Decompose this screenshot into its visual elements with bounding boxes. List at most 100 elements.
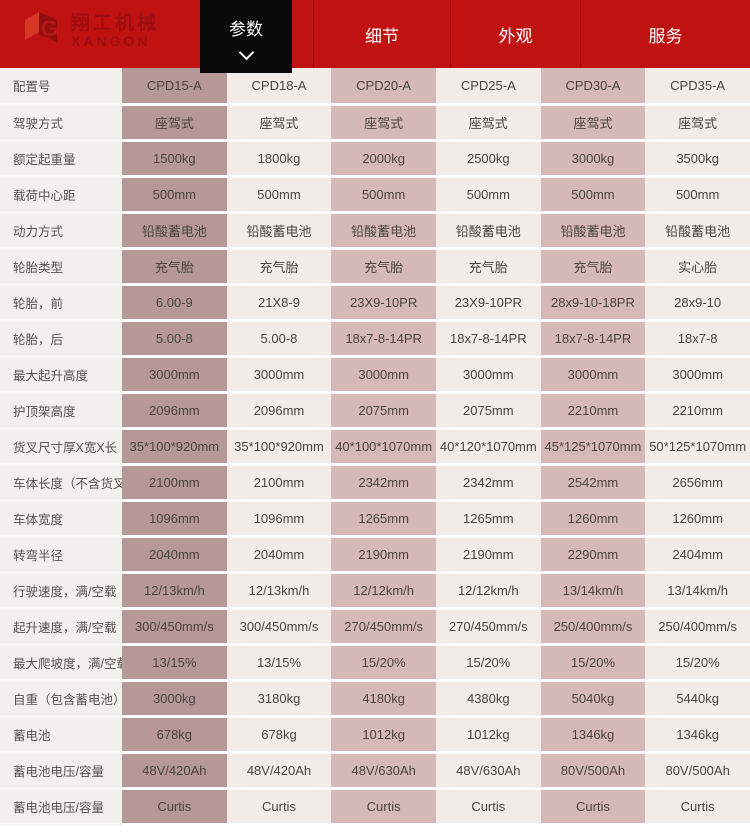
spec-cell: 2342mm — [435, 464, 541, 502]
spec-cell: Curtis — [540, 788, 646, 826]
spec-cell: 2100mm — [226, 464, 332, 502]
spec-cell: 3000mm — [122, 356, 227, 394]
spec-cell: 80V/500Ah — [645, 752, 750, 790]
spec-cell: 4380kg — [435, 680, 541, 718]
spec-cell: 2542mm — [540, 464, 646, 502]
spec-cell: 5440kg — [645, 680, 750, 718]
table-row: 车体宽度 1096mm 1096mm 1265mm 1265mm 1260mm 1260m… — [0, 500, 750, 538]
spec-cell: 270/450mm/s — [435, 608, 541, 646]
table-row: 自重（包含蓄电池） 3000kg 3180kg 4180kg 4380kg 5040kg… — [0, 680, 750, 718]
spec-cell: 2040mm — [226, 536, 332, 574]
spec-cell: 28x9-10 — [645, 284, 750, 322]
spec-cell: 23X9-10PR — [331, 284, 436, 322]
table-row: 蓄电池 678kg 678kg 1012kg 1012kg 1346kg 1346kg — [0, 716, 750, 754]
tab-appearance[interactable]: 外观 — [450, 0, 580, 68]
table-row: 配置号 CPD15-A CPD18-A CPD20-A CPD25-A CPD30-A C… — [0, 68, 750, 106]
spec-cell: 250/400mm/s — [645, 608, 750, 646]
spec-cell: 2040mm — [122, 536, 227, 574]
table-row: 动力方式 铅酸蓄电池 铅酸蓄电池 铅酸蓄电池 铅酸蓄电池 铅酸蓄电池 铅酸蓄电池 — [0, 212, 750, 250]
model-header-cell: CPD18-A — [226, 68, 332, 106]
spec-cell: 5040kg — [540, 680, 646, 718]
model-header-cell: CPD35-A — [645, 68, 750, 106]
table-row: 行驶速度，满/空载 12/13km/h 12/13km/h 12/12km/h 12/… — [0, 572, 750, 610]
table-row: 护顶架高度 2096mm 2096mm 2075mm 2075mm 2210mm 2210… — [0, 392, 750, 430]
spec-cell: 1346kg — [540, 716, 646, 754]
spec-cell: 21X8-9 — [226, 284, 332, 322]
spec-cell: 3000mm — [645, 356, 750, 394]
spec-cell: 500mm — [645, 176, 750, 214]
spec-cell: 300/450mm/s — [122, 608, 227, 646]
spec-cell: 座驾式 — [226, 104, 332, 142]
spec-cell: 充气胎 — [540, 248, 646, 286]
row-label: 最大爬坡度，满/空载 — [0, 644, 122, 682]
spec-cell: 2096mm — [226, 392, 332, 430]
spec-cell: 50*125*1070mm — [645, 428, 750, 466]
table-row: 最大起升高度 3000mm 3000mm 3000mm 3000mm 3000mm 300… — [0, 356, 750, 394]
spec-cell: 270/450mm/s — [331, 608, 436, 646]
spec-cell: 48V/420Ah — [226, 752, 332, 790]
tab-parameters-label: 参数 — [229, 20, 263, 39]
spec-cell: 2404mm — [645, 536, 750, 574]
spec-cell: 2075mm — [331, 392, 436, 430]
spec-cell: 5.00-8 — [226, 320, 332, 358]
svg-text:G: G — [41, 16, 58, 41]
tab-details-label: 细节 — [365, 26, 399, 46]
spec-cell: 1265mm — [435, 500, 541, 538]
spec-cell: 13/14km/h — [540, 572, 646, 610]
row-label: 车体长度（不含货叉） — [0, 464, 122, 502]
spec-cell: 1012kg — [331, 716, 436, 754]
spec-cell: 座驾式 — [435, 104, 541, 142]
spec-cell: 5.00-8 — [122, 320, 227, 358]
spec-cell: 座驾式 — [122, 104, 227, 142]
brand-logo: G 翔工机械 XANGON — [22, 8, 159, 54]
table-row: 最大爬坡度，满/空载 13/15% 13/15% 15/20% 15/20% 15/20… — [0, 644, 750, 682]
spec-cell: 1012kg — [435, 716, 541, 754]
spec-cell: 2656mm — [645, 464, 750, 502]
row-label: 配置号 — [0, 68, 122, 106]
spec-cell: 3000kg — [122, 680, 227, 718]
table-row: 货叉尺寸厚X宽X长 35*100*920mm 35*100*920mm 40*100… — [0, 428, 750, 466]
spec-cell: 13/15% — [226, 644, 332, 682]
spec-cell: 1260mm — [540, 500, 646, 538]
row-label: 护顶架高度 — [0, 392, 122, 430]
row-label: 动力方式 — [0, 212, 122, 250]
logo-cube-icon: G — [25, 12, 58, 42]
spec-cell: 铅酸蓄电池 — [331, 212, 436, 250]
chevron-down-icon — [238, 44, 254, 61]
spec-table: 配置号 CPD15-A CPD18-A CPD20-A CPD25-A CPD30-A C… — [0, 68, 750, 826]
row-label: 货叉尺寸厚X宽X长 — [0, 428, 122, 466]
spec-cell: 500mm — [540, 176, 646, 214]
spec-cell: 铅酸蓄电池 — [435, 212, 541, 250]
spec-cell: 48V/630Ah — [435, 752, 541, 790]
table-row: 轮胎，前 6.00-9 21X8-9 23X9-10PR 23X9-10PR 28x9-… — [0, 284, 750, 322]
spec-cell: 6.00-9 — [122, 284, 227, 322]
spec-cell: 1265mm — [331, 500, 436, 538]
table-row: 载荷中心距 500mm 500mm 500mm 500mm 500mm 500mm — [0, 176, 750, 214]
tab-service[interactable]: 服务 — [580, 0, 750, 68]
row-label: 起升速度，满/空载 — [0, 608, 122, 646]
tab-parameters[interactable]: 参数 — [200, 0, 292, 73]
spec-cell: 2096mm — [122, 392, 227, 430]
tab-details[interactable]: 细节 — [313, 0, 450, 68]
tab-service-label: 服务 — [648, 26, 683, 46]
spec-cell: 铅酸蓄电池 — [645, 212, 750, 250]
row-label: 轮胎，前 — [0, 284, 122, 322]
spec-cell: 35*100*920mm — [226, 428, 332, 466]
model-header-cell: CPD25-A — [435, 68, 541, 106]
spec-cell: 1346kg — [645, 716, 750, 754]
spec-cell: 18x7-8-14PR — [331, 320, 436, 358]
spec-cell: 12/12km/h — [435, 572, 541, 610]
spec-cell: 2290mm — [540, 536, 646, 574]
spec-cell: 2342mm — [331, 464, 436, 502]
spec-cell: 2075mm — [435, 392, 541, 430]
spec-cell: 1096mm — [226, 500, 332, 538]
spec-cell: 18x7-8-14PR — [435, 320, 541, 358]
table-row: 驾驶方式 座驾式 座驾式 座驾式 座驾式 座驾式 座驾式 — [0, 104, 750, 142]
row-label: 行驶速度，满/空载 — [0, 572, 122, 610]
spec-cell: 35*100*920mm — [122, 428, 227, 466]
spec-cell: 座驾式 — [540, 104, 646, 142]
row-label: 车体宽度 — [0, 500, 122, 538]
spec-cell: 铅酸蓄电池 — [540, 212, 646, 250]
spec-cell: 1800kg — [226, 140, 332, 178]
spec-cell: 2210mm — [540, 392, 646, 430]
